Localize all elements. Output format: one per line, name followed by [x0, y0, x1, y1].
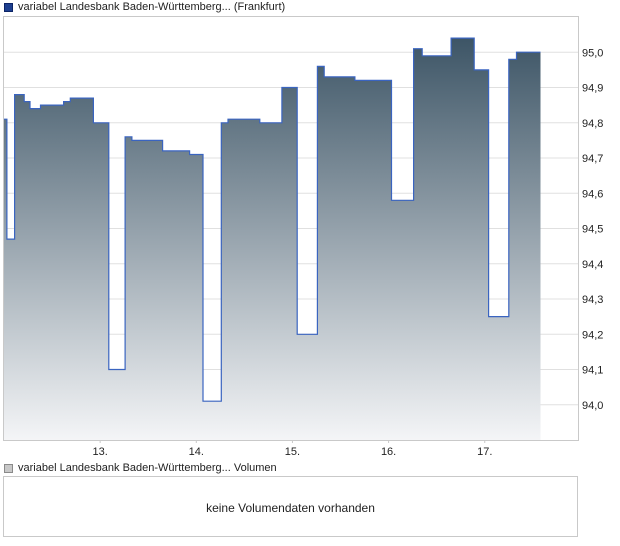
price-legend-label: variabel Landesbank Baden-Württemberg...… — [18, 1, 286, 13]
y-axis-ticks: 94,0 94,1 94,2 94,3 94,4 94,5 94,6 94,7 94,8 94,9… — [582, 47, 603, 412]
y-tick-label: 94,7 — [582, 153, 603, 165]
y-tick-label: 94,2 — [582, 329, 603, 341]
price-chart: 13. 14. 15. 16. 17. 94,0 94,1 94,2 94,3 94,4 94,5… — [3, 16, 603, 458]
y-tick-label: 94,9 — [582, 83, 603, 95]
y-tick-label: 95,0 — [582, 47, 603, 59]
y-tick-label: 94,3 — [582, 294, 603, 306]
price-legend: variabel Landesbank Baden-Württemberg...… — [4, 0, 285, 14]
x-axis-ticks: 13. 14. 15. 16. 17. — [92, 440, 492, 458]
y-tick-label: 94,8 — [582, 118, 603, 130]
volume-legend-swatch — [4, 463, 13, 473]
price-legend-swatch — [4, 2, 13, 12]
x-tick-label: 16. — [381, 446, 396, 458]
y-tick-label: 94,1 — [582, 365, 603, 377]
x-tick-label: 15. — [285, 446, 300, 458]
volume-panel: keine Volumendaten vorhanden — [3, 476, 578, 537]
price-area — [4, 38, 541, 440]
y-tick-label: 94,4 — [582, 259, 603, 271]
price-line — [4, 37, 541, 402]
y-tick-label: 94,0 — [582, 400, 603, 412]
y-tick-label: 94,5 — [582, 224, 603, 236]
volume-legend: variabel Landesbank Baden-Württemberg...… — [4, 461, 277, 475]
x-tick-label: 13. — [92, 446, 107, 458]
volume-legend-label: variabel Landesbank Baden-Württemberg...… — [18, 462, 277, 474]
x-tick-label: 17. — [477, 446, 492, 458]
no-volume-message: keine Volumendaten vorhanden — [206, 501, 375, 515]
x-tick-label: 14. — [189, 446, 204, 458]
y-tick-label: 94,6 — [582, 188, 603, 200]
